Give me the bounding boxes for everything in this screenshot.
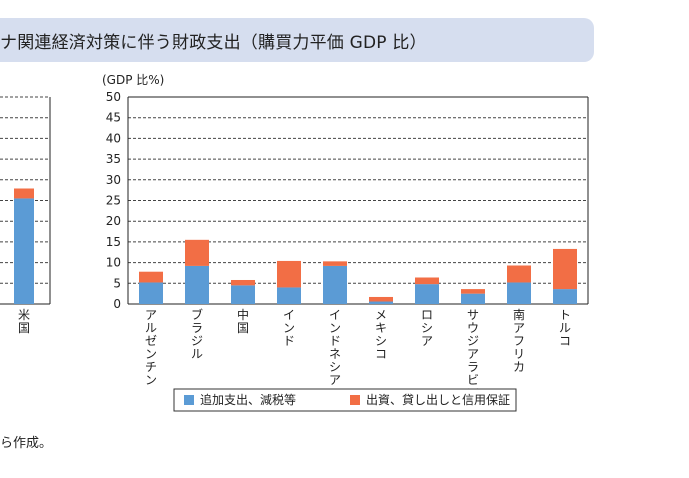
x-category-label: ル [191, 347, 203, 361]
x-category-label: ル [145, 321, 157, 335]
x-category-label: コ [375, 347, 387, 361]
x-category-label: コ [559, 334, 571, 348]
bar-segment [323, 261, 347, 266]
y-tick-label: 25 [106, 194, 121, 208]
x-category-label: ア [421, 334, 433, 348]
bar-segment [553, 289, 577, 304]
y-tick-label: 0 [113, 297, 121, 311]
bar-segment [277, 260, 301, 288]
legend-swatch-orange [350, 395, 360, 405]
x-category-label: メ [375, 308, 387, 322]
legend-swatch-blue [184, 395, 194, 405]
y-tick-label: 5 [113, 276, 121, 290]
x-category-label: シ [421, 321, 433, 335]
bar-segment [461, 293, 485, 304]
y-tick-label: 40 [106, 131, 121, 145]
bar-segment [507, 265, 531, 283]
x-category-label: ア [513, 321, 525, 335]
left-category-label: 米 [18, 308, 30, 322]
x-category-label: チ [145, 360, 157, 374]
x-category-label: サ [467, 308, 479, 322]
bar-segment [369, 296, 393, 302]
x-category-label: 中 [237, 307, 249, 322]
x-category-label: ト [559, 308, 571, 322]
x-category-label: イ [283, 308, 295, 322]
legend-label: 追加支出、減税等 [200, 392, 296, 407]
x-category-label: カ [513, 360, 525, 374]
bar-segment [231, 279, 255, 286]
bar-segment [185, 265, 209, 304]
x-category-label: ネ [329, 347, 341, 361]
bar-segment [277, 287, 301, 304]
y-tick-label: 20 [106, 214, 121, 228]
x-category-label: ブ [191, 307, 203, 322]
y-axis-label: (GDP 比%) [102, 73, 164, 87]
x-category-label: ジ [191, 334, 203, 348]
x-category-label: キ [375, 321, 387, 335]
x-category-label: 南 [513, 307, 525, 322]
source-note: ら作成。 [0, 436, 53, 451]
bar-segment [139, 271, 163, 283]
x-category-label: ド [329, 334, 341, 348]
bar-segment [461, 289, 485, 294]
left-bar-segment [14, 198, 34, 304]
x-category-label: イ [329, 308, 341, 322]
y-tick-label: 35 [106, 152, 121, 166]
x-category-label: ン [145, 373, 157, 387]
x-category-label: ン [329, 321, 341, 335]
x-category-label: ン [145, 347, 157, 361]
x-category-label: ゼ [145, 334, 157, 348]
x-category-label: ラ [467, 360, 479, 374]
bar-segment [415, 284, 439, 304]
x-category-label: ア [467, 347, 479, 361]
chart-title: ナ関連経済対策に伴う財政支出（購買力平価 GDP 比） [0, 33, 427, 53]
bar-segment [553, 248, 577, 290]
bar-segment [231, 285, 255, 304]
x-category-label: ロ [421, 308, 433, 322]
x-category-label: ラ [191, 321, 203, 335]
x-category-label: ア [329, 373, 341, 387]
x-category-label: フ [513, 334, 525, 348]
x-category-label: シ [375, 334, 387, 348]
x-category-label: 国 [237, 321, 249, 335]
x-category-label: ウ [467, 321, 479, 335]
x-category-label: ビ [467, 373, 479, 387]
bar-segment [415, 277, 439, 285]
legend-box [173, 388, 517, 412]
y-tick-label: 45 [106, 111, 121, 125]
y-tick-label: 30 [106, 173, 121, 187]
x-category-label: シ [329, 360, 341, 374]
bar-segment [139, 282, 163, 304]
bar-segment [185, 239, 209, 266]
bar-segment [323, 265, 347, 304]
bar-segment [507, 282, 531, 304]
x-category-label: ジ [467, 334, 479, 348]
title-banner [0, 18, 594, 62]
legend-label: 出資、貸し出しと信用保証 [366, 392, 510, 407]
x-category-label: リ [513, 347, 525, 361]
left-bar-segment [14, 188, 34, 199]
x-category-label: ン [283, 321, 295, 335]
y-tick-label: 50 [106, 90, 121, 104]
x-category-label: ア [145, 308, 157, 322]
left-category-label: 国 [18, 321, 30, 335]
bar-segment [369, 301, 393, 304]
x-category-label: ド [283, 334, 295, 348]
x-category-label: ル [559, 321, 571, 335]
y-tick-label: 10 [106, 256, 121, 270]
y-tick-label: 15 [106, 235, 121, 249]
